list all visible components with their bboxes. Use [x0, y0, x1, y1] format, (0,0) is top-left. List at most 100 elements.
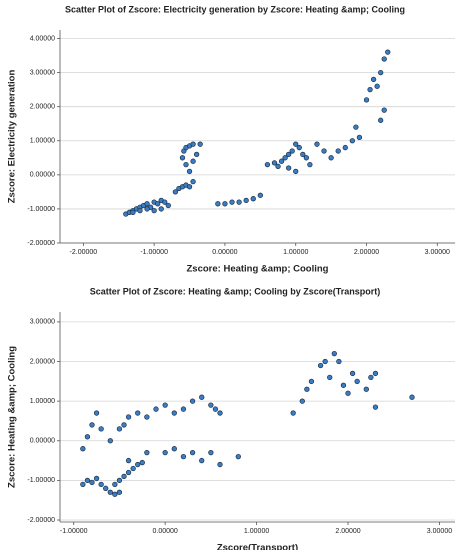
y-tick-label: -1.00000	[27, 206, 55, 213]
point	[278, 158, 285, 164]
point	[180, 453, 187, 460]
point	[293, 141, 299, 147]
point	[222, 201, 228, 207]
point	[162, 450, 168, 456]
x-tick-label: 0.00000	[212, 249, 237, 256]
x-tick-label: 0.00000	[152, 528, 177, 535]
point	[199, 457, 205, 464]
point	[183, 161, 189, 168]
point	[356, 134, 363, 141]
point	[189, 450, 196, 456]
point	[179, 155, 186, 161]
point	[98, 426, 104, 432]
x-tick-label: 1.00000	[244, 528, 269, 535]
point	[144, 414, 150, 420]
point	[349, 138, 356, 144]
point	[336, 358, 342, 365]
point	[193, 151, 200, 158]
y-tick-label: 1.00000	[30, 398, 55, 405]
point	[121, 422, 127, 428]
x-axis-title: Zscore: Heating &amp; Cooling	[187, 264, 329, 275]
point	[308, 378, 315, 384]
point	[385, 49, 391, 55]
point	[135, 410, 141, 416]
point	[190, 141, 196, 147]
point	[208, 450, 214, 456]
y-tick-label: 3.00000	[30, 69, 55, 76]
point	[409, 394, 415, 400]
point	[212, 406, 219, 412]
point	[342, 144, 348, 151]
point	[125, 414, 132, 420]
point	[144, 201, 150, 207]
point	[162, 199, 168, 205]
chart-title: Scatter Plot of Zscore: Heating &amp; Co…	[90, 286, 381, 296]
point	[80, 446, 86, 452]
point	[321, 148, 327, 154]
point	[322, 358, 328, 365]
point	[186, 184, 193, 190]
point	[372, 370, 379, 377]
point	[89, 422, 95, 428]
point	[293, 168, 299, 175]
point	[121, 473, 127, 480]
y-tick-label: 2.00000	[30, 358, 55, 365]
point	[171, 446, 177, 452]
point	[116, 426, 123, 432]
point	[307, 161, 313, 168]
y-tick-label: 2.00000	[30, 104, 55, 111]
point	[93, 475, 100, 482]
x-tick-label: 1.00000	[283, 249, 308, 256]
point	[271, 160, 278, 166]
point	[250, 196, 256, 202]
point	[217, 461, 223, 468]
point	[331, 350, 337, 357]
point	[103, 485, 109, 491]
point	[139, 459, 145, 466]
point	[303, 155, 309, 161]
point	[162, 402, 168, 408]
point	[296, 144, 302, 151]
point	[367, 86, 373, 93]
x-axis-title: Zscore(Transport)	[217, 543, 298, 550]
point	[327, 374, 333, 381]
point	[112, 491, 118, 497]
point	[130, 209, 136, 215]
point	[229, 199, 235, 205]
point	[171, 410, 177, 416]
x-tick-label: -1.00000	[60, 528, 88, 535]
point	[172, 189, 179, 195]
point	[381, 107, 387, 113]
point	[93, 410, 100, 416]
point	[300, 151, 306, 158]
point	[328, 155, 334, 161]
y-axis-title: Zscore: Electricity generation	[7, 70, 18, 204]
point	[107, 489, 113, 495]
x-tick-label: 2.00000	[354, 249, 379, 256]
point	[144, 450, 150, 456]
point	[186, 168, 193, 175]
point	[155, 201, 161, 207]
point	[354, 378, 360, 384]
point	[215, 201, 221, 207]
y-tick-label: 0.00000	[30, 438, 55, 445]
x-tick-label: 2.00000	[335, 528, 360, 535]
point	[236, 199, 242, 205]
point	[189, 398, 196, 404]
point	[353, 124, 359, 130]
y-tick-label: 3.00000	[30, 319, 55, 326]
point	[290, 410, 296, 416]
point	[289, 148, 295, 154]
point	[165, 202, 171, 209]
point	[335, 148, 341, 154]
y-tick-label: -2.00000	[27, 240, 55, 247]
point	[151, 207, 157, 214]
point	[243, 197, 249, 204]
point	[257, 192, 263, 198]
point	[275, 163, 281, 169]
point	[340, 382, 347, 388]
point	[197, 141, 203, 147]
point	[370, 76, 377, 83]
